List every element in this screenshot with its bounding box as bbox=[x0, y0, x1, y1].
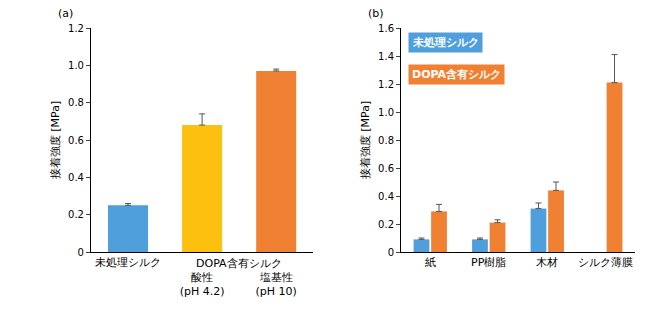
svg-text:0: 0 bbox=[388, 247, 394, 258]
svg-text:(b): (b) bbox=[368, 7, 384, 20]
svg-text:0.6: 0.6 bbox=[68, 135, 84, 146]
svg-text:0.2: 0.2 bbox=[378, 219, 394, 230]
svg-text:酸性(pH 4.2): 酸性(pH 4.2) bbox=[180, 271, 225, 298]
svg-text:1.4: 1.4 bbox=[378, 51, 394, 62]
svg-text:1.6: 1.6 bbox=[378, 23, 394, 34]
svg-text:0.8: 0.8 bbox=[68, 97, 84, 108]
svg-text:0.4: 0.4 bbox=[378, 191, 394, 202]
svg-text:1.2: 1.2 bbox=[378, 79, 394, 90]
svg-text:0.4: 0.4 bbox=[68, 172, 84, 183]
svg-text:0.2: 0.2 bbox=[68, 209, 84, 220]
svg-text:0: 0 bbox=[78, 247, 84, 258]
svg-text:0.6: 0.6 bbox=[378, 163, 394, 174]
svg-text:木材: 木材 bbox=[536, 256, 558, 269]
svg-text:0.8: 0.8 bbox=[378, 135, 394, 146]
svg-text:(a): (a) bbox=[58, 7, 73, 20]
svg-text:塩基性(pH 10): 塩基性(pH 10) bbox=[256, 271, 297, 298]
svg-text:1.2: 1.2 bbox=[68, 23, 84, 34]
svg-text:未処理シルク: 未処理シルク bbox=[412, 36, 479, 49]
svg-text:シルク薄膜: シルク薄膜 bbox=[578, 256, 633, 269]
svg-text:PP樹脂: PP樹脂 bbox=[471, 256, 506, 269]
svg-text:DOPA含有シルク: DOPA含有シルク bbox=[196, 257, 282, 270]
svg-text:接着強度 [MPa]: 接着強度 [MPa] bbox=[49, 101, 62, 179]
svg-text:1.0: 1.0 bbox=[378, 107, 394, 118]
svg-text:1.0: 1.0 bbox=[68, 60, 84, 71]
svg-text:未処理シルク: 未処理シルク bbox=[95, 256, 161, 269]
svg-text:紙: 紙 bbox=[425, 256, 436, 269]
svg-text:DOPA含有シルク: DOPA含有シルク bbox=[412, 68, 501, 81]
svg-text:接着強度 [MPa]: 接着強度 [MPa] bbox=[359, 101, 372, 179]
